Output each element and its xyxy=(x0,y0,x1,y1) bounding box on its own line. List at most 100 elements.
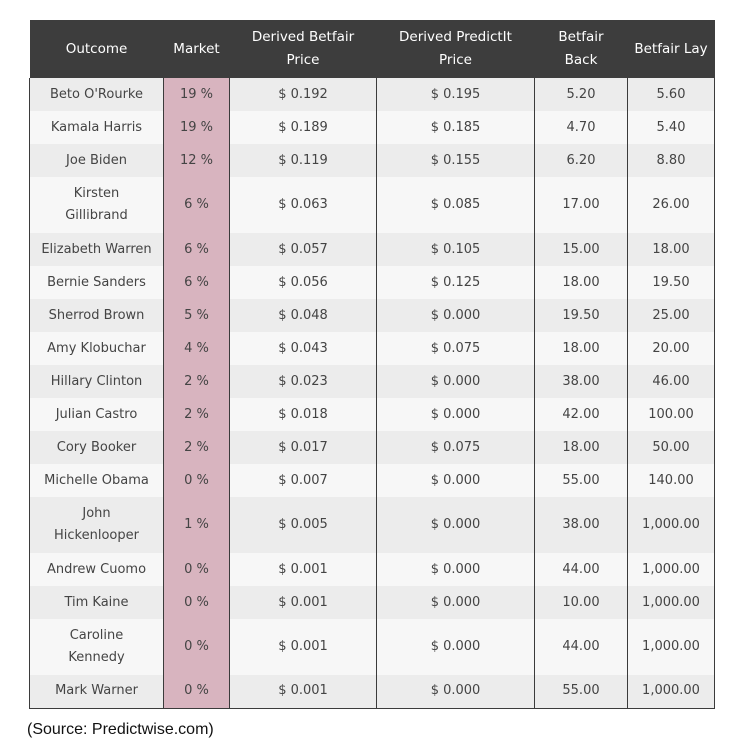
header-market: Market xyxy=(163,20,230,78)
betfair-lay-cell: 18.00 xyxy=(627,233,715,266)
betfair-lay-cell: 140.00 xyxy=(627,464,715,497)
predictit-price-cell: $ 0.075 xyxy=(376,431,535,464)
betfair-lay-cell: 1,000.00 xyxy=(627,586,715,619)
market-cell: 0 % xyxy=(163,553,230,586)
market-cell: 12 % xyxy=(163,144,230,177)
predictit-price-cell: $ 0.000 xyxy=(376,675,535,709)
table-row: John Hickenlooper 1 % $ 0.005 $ 0.000 38… xyxy=(29,497,715,553)
betfair-lay-cell: 1,000.00 xyxy=(627,497,715,553)
outcome-cell: John Hickenlooper xyxy=(29,497,164,553)
betfair-lay-cell: 8.80 xyxy=(627,144,715,177)
betfair-lay-cell: 19.50 xyxy=(627,266,715,299)
outcome-cell: Cory Booker xyxy=(29,431,164,464)
betfair-back-cell: 4.70 xyxy=(534,111,628,144)
betfair-price-cell: $ 0.057 xyxy=(229,233,377,266)
table-row: Tim Kaine 0 % $ 0.001 $ 0.000 10.00 1,00… xyxy=(29,586,715,619)
betfair-price-cell: $ 0.001 xyxy=(229,586,377,619)
predictit-price-cell: $ 0.000 xyxy=(376,398,535,431)
market-cell: 0 % xyxy=(163,464,230,497)
outcome-cell: Joe Biden xyxy=(29,144,164,177)
table-row: Hillary Clinton 2 % $ 0.023 $ 0.000 38.0… xyxy=(29,365,715,398)
table-row: Caroline Kennedy 0 % $ 0.001 $ 0.000 44.… xyxy=(29,619,715,675)
betfair-price-cell: $ 0.023 xyxy=(229,365,377,398)
table-row: Amy Klobuchar 4 % $ 0.043 $ 0.075 18.00 … xyxy=(29,332,715,365)
predictit-price-cell: $ 0.000 xyxy=(376,365,535,398)
betfair-lay-cell: 25.00 xyxy=(627,299,715,332)
market-cell: 6 % xyxy=(163,266,230,299)
predictit-price-cell: $ 0.185 xyxy=(376,111,535,144)
predictit-price-cell: $ 0.000 xyxy=(376,586,535,619)
betfair-back-cell: 6.20 xyxy=(534,144,628,177)
table-row: Julian Castro 2 % $ 0.018 $ 0.000 42.00 … xyxy=(29,398,715,431)
outcome-cell: Sherrod Brown xyxy=(29,299,164,332)
market-cell: 6 % xyxy=(163,233,230,266)
market-cell: 5 % xyxy=(163,299,230,332)
table-row: Mark Warner 0 % $ 0.001 $ 0.000 55.00 1,… xyxy=(29,675,715,709)
predictit-price-cell: $ 0.000 xyxy=(376,553,535,586)
market-cell: 0 % xyxy=(163,675,230,709)
market-cell: 4 % xyxy=(163,332,230,365)
market-cell: 2 % xyxy=(163,365,230,398)
predictit-price-cell: $ 0.000 xyxy=(376,464,535,497)
table-row: Sherrod Brown 5 % $ 0.048 $ 0.000 19.50 … xyxy=(29,299,715,332)
betfair-lay-cell: 1,000.00 xyxy=(627,619,715,675)
betfair-lay-cell: 1,000.00 xyxy=(627,553,715,586)
market-cell: 0 % xyxy=(163,619,230,675)
betfair-price-cell: $ 0.018 xyxy=(229,398,377,431)
betfair-lay-cell: 5.60 xyxy=(627,78,715,111)
predictit-price-cell: $ 0.000 xyxy=(376,299,535,332)
betfair-price-cell: $ 0.048 xyxy=(229,299,377,332)
betfair-lay-cell: 46.00 xyxy=(627,365,715,398)
betfair-back-cell: 18.00 xyxy=(534,431,628,464)
betfair-price-cell: $ 0.005 xyxy=(229,497,377,553)
table-row: Bernie Sanders 6 % $ 0.056 $ 0.125 18.00… xyxy=(29,266,715,299)
header-betfair-back: Betfair Back xyxy=(534,20,628,78)
betfair-back-cell: 18.00 xyxy=(534,332,628,365)
outcome-cell: Mark Warner xyxy=(29,675,164,709)
betfair-back-cell: 42.00 xyxy=(534,398,628,431)
betfair-back-cell: 38.00 xyxy=(534,497,628,553)
predictit-price-cell: $ 0.085 xyxy=(376,177,535,233)
outcome-cell: Julian Castro xyxy=(29,398,164,431)
market-cell: 6 % xyxy=(163,177,230,233)
outcome-cell: Michelle Obama xyxy=(29,464,164,497)
betfair-back-cell: 18.00 xyxy=(534,266,628,299)
header-betfair-lay: Betfair Lay xyxy=(627,20,715,78)
table-row: Cory Booker 2 % $ 0.017 $ 0.075 18.00 50… xyxy=(29,431,715,464)
outcome-cell: Kirsten Gillibrand xyxy=(29,177,164,233)
table-row: Elizabeth Warren 6 % $ 0.057 $ 0.105 15.… xyxy=(29,233,715,266)
betfair-lay-cell: 100.00 xyxy=(627,398,715,431)
market-cell: 0 % xyxy=(163,586,230,619)
betfair-back-cell: 15.00 xyxy=(534,233,628,266)
betfair-lay-cell: 26.00 xyxy=(627,177,715,233)
table-row: Michelle Obama 0 % $ 0.007 $ 0.000 55.00… xyxy=(29,464,715,497)
predictit-price-cell: $ 0.195 xyxy=(376,78,535,111)
header-predictit-price: Derived PredictIt Price xyxy=(376,20,535,78)
predictit-price-cell: $ 0.125 xyxy=(376,266,535,299)
betfair-back-cell: 17.00 xyxy=(534,177,628,233)
market-cell: 1 % xyxy=(163,497,230,553)
betfair-price-cell: $ 0.119 xyxy=(229,144,377,177)
outcome-cell: Tim Kaine xyxy=(29,586,164,619)
betfair-lay-cell: 5.40 xyxy=(627,111,715,144)
header-outcome: Outcome xyxy=(29,20,164,78)
betfair-lay-cell: 50.00 xyxy=(627,431,715,464)
outcome-cell: Caroline Kennedy xyxy=(29,619,164,675)
betfair-price-cell: $ 0.007 xyxy=(229,464,377,497)
odds-table: Outcome Market Derived Betfair Price Der… xyxy=(29,20,715,709)
betfair-back-cell: 55.00 xyxy=(534,464,628,497)
betfair-back-cell: 44.00 xyxy=(534,619,628,675)
outcome-cell: Bernie Sanders xyxy=(29,266,164,299)
outcome-cell: Beto O'Rourke xyxy=(29,78,164,111)
betfair-price-cell: $ 0.001 xyxy=(229,675,377,709)
predictit-price-cell: $ 0.000 xyxy=(376,619,535,675)
market-cell: 19 % xyxy=(163,78,230,111)
betfair-price-cell: $ 0.017 xyxy=(229,431,377,464)
betfair-price-cell: $ 0.063 xyxy=(229,177,377,233)
outcome-cell: Amy Klobuchar xyxy=(29,332,164,365)
market-cell: 2 % xyxy=(163,431,230,464)
outcome-cell: Elizabeth Warren xyxy=(29,233,164,266)
header-row: Outcome Market Derived Betfair Price Der… xyxy=(29,20,715,78)
table-row: Kamala Harris 19 % $ 0.189 $ 0.185 4.70 … xyxy=(29,111,715,144)
betfair-price-cell: $ 0.043 xyxy=(229,332,377,365)
